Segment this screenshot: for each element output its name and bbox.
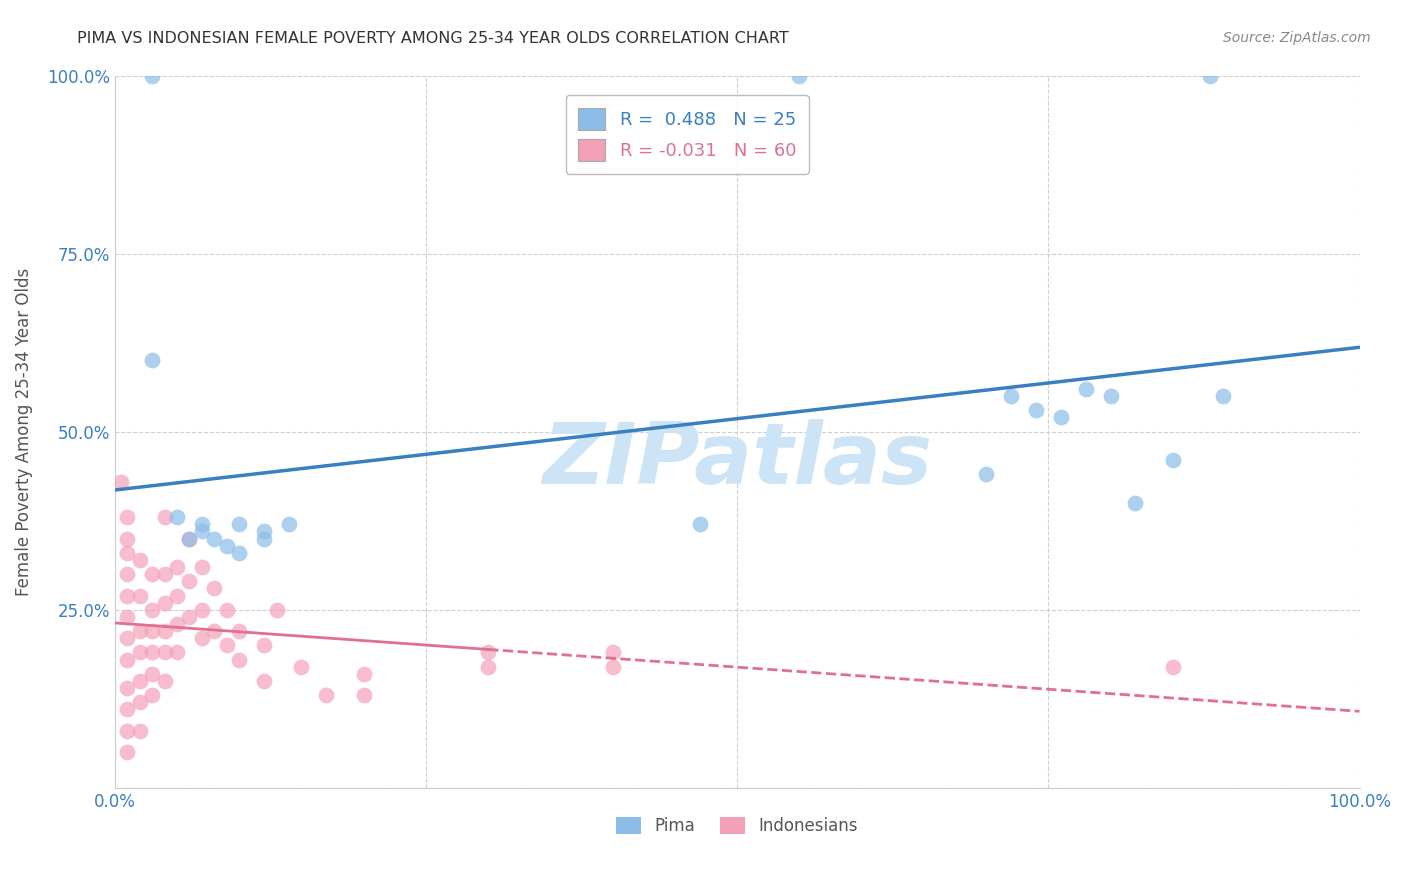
Point [253,673,276,688]
Legend: Pima, Indonesians: Pima, Indonesians [607,809,866,844]
Point [141,645,163,659]
Point [115,652,138,666]
Point [228,517,250,532]
Point [115,510,138,524]
Point [191,603,214,617]
Point [115,745,138,759]
Point [141,666,163,681]
Point [128,673,150,688]
Point [266,603,288,617]
Point [128,553,150,567]
Point [477,645,499,659]
Point [689,517,711,532]
Point [278,517,301,532]
Point [110,475,132,489]
Point [290,659,312,673]
Point [215,639,238,653]
Point [228,546,250,560]
Point [179,532,201,546]
Point [191,560,214,574]
Point [166,510,188,524]
Point [253,524,276,539]
Point [115,702,138,716]
Point [153,567,176,582]
Point [179,610,201,624]
Point [191,524,214,539]
Point [166,617,188,632]
Point [1000,389,1022,403]
Point [115,723,138,738]
Point [115,681,138,695]
Point [1161,659,1184,673]
Point [253,639,276,653]
Point [141,353,163,368]
Point [128,723,150,738]
Point [215,603,238,617]
Point [153,596,176,610]
Text: Source: ZipAtlas.com: Source: ZipAtlas.com [1223,31,1371,45]
Point [974,467,997,482]
Point [115,567,138,582]
Point [128,589,150,603]
Point [115,632,138,646]
Text: ZIPatlas: ZIPatlas [541,418,932,501]
Point [166,645,188,659]
Point [602,659,624,673]
Point [141,603,163,617]
Point [153,510,176,524]
Point [128,695,150,709]
Point [1212,389,1234,403]
Point [128,645,150,659]
Point [1025,403,1047,417]
Point [789,69,811,83]
Point [179,532,201,546]
Text: PIMA VS INDONESIAN FEMALE POVERTY AMONG 25-34 YEAR OLDS CORRELATION CHART: PIMA VS INDONESIAN FEMALE POVERTY AMONG … [77,31,789,46]
Point [141,69,163,83]
Point [228,652,250,666]
Point [141,624,163,639]
Point [1074,382,1097,396]
Point [141,567,163,582]
Point [602,645,624,659]
Point [215,539,238,553]
Point [477,659,499,673]
Point [202,582,225,596]
Point [115,546,138,560]
Point [153,645,176,659]
Point [1199,69,1222,83]
Point [253,532,276,546]
Point [228,624,250,639]
Point [128,624,150,639]
Point [191,632,214,646]
Point [191,517,214,532]
Point [1161,453,1184,467]
Point [141,688,163,702]
Point [202,532,225,546]
Y-axis label: Female Poverty Among 25-34 Year Olds: Female Poverty Among 25-34 Year Olds [15,268,32,596]
Point [1099,389,1122,403]
Point [179,574,201,589]
Point [315,688,337,702]
Point [353,666,375,681]
Point [115,589,138,603]
Point [1125,496,1147,510]
Point [202,624,225,639]
Point [153,624,176,639]
Point [115,610,138,624]
Point [1049,410,1071,425]
Point [166,560,188,574]
Point [353,688,375,702]
Point [153,673,176,688]
Point [166,589,188,603]
Point [115,532,138,546]
